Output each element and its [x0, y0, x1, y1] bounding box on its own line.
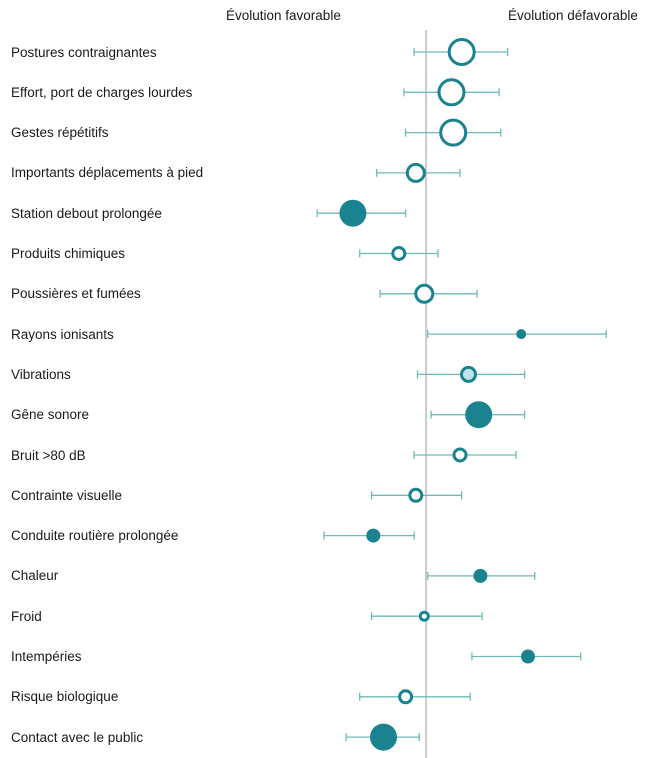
point-estimate: [465, 401, 493, 429]
category-label: Importants déplacements à pied: [11, 165, 204, 181]
category-label: Station debout prolongée: [11, 205, 162, 221]
point-estimate: [405, 162, 426, 183]
point-estimate: [370, 723, 397, 751]
header-favorable: Évolution favorable: [226, 8, 341, 23]
point-estimate: [418, 610, 430, 622]
point-estimate: [452, 447, 468, 463]
point-estimate: [516, 329, 527, 340]
category-label: Rayons ionisants: [11, 326, 114, 342]
point-estimate: [366, 528, 381, 543]
point-estimate: [437, 78, 466, 107]
category-label: Intempéries: [11, 649, 82, 664]
category-label: Froid: [11, 608, 42, 624]
category-label: Poussières et fumées: [11, 286, 141, 302]
category-label: Contrainte visuelle: [11, 487, 123, 503]
category-label: Conduite routière prolongée: [11, 528, 179, 544]
category-label: Risque biologique: [11, 689, 119, 705]
category-label: Contact avec le public: [11, 729, 144, 745]
point-estimate: [339, 199, 367, 227]
category-label: Vibrations: [11, 366, 71, 382]
point-estimate: [447, 38, 476, 66]
category-label: Effort, port de charges lourdes: [11, 84, 193, 100]
category-label: Bruit >80 dB: [11, 447, 86, 463]
category-label: Gêne sonore: [11, 407, 90, 423]
category-label: Postures contraignantes: [11, 44, 157, 60]
category-label: Produits chimiques: [11, 246, 126, 261]
point-estimate: [408, 487, 424, 503]
point-estimate: [460, 365, 477, 383]
header-unfavorable: Évolution défavorable: [508, 8, 638, 23]
point-estimate: [398, 689, 414, 705]
point-estimate: [521, 649, 535, 664]
point-estimate: [391, 246, 407, 261]
category-label: Chaleur: [11, 568, 59, 584]
category-label: Gestes répétitifs: [11, 125, 109, 141]
point-estimate: [414, 283, 435, 304]
point-estimate: [439, 118, 468, 147]
point-estimate: [473, 568, 488, 583]
